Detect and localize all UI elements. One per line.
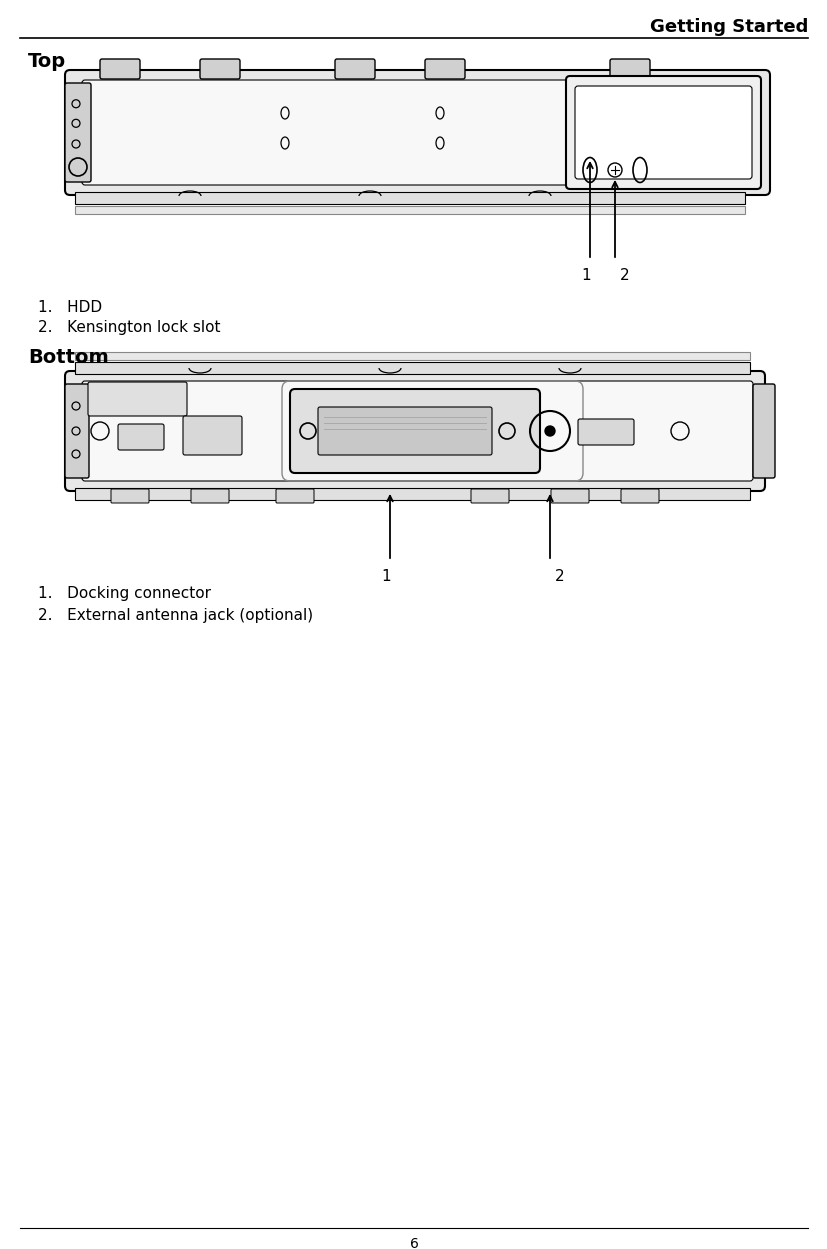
Text: 2: 2 <box>619 269 629 284</box>
Bar <box>75 362 749 373</box>
FancyBboxPatch shape <box>111 490 149 503</box>
FancyBboxPatch shape <box>550 490 588 503</box>
FancyBboxPatch shape <box>191 490 229 503</box>
Text: 1.   HDD: 1. HDD <box>38 300 102 315</box>
Text: Getting Started: Getting Started <box>649 17 807 36</box>
Text: 1.   Docking connector: 1. Docking connector <box>38 586 211 601</box>
FancyBboxPatch shape <box>65 70 769 195</box>
FancyBboxPatch shape <box>200 59 240 79</box>
FancyBboxPatch shape <box>183 416 241 455</box>
Text: 1: 1 <box>581 269 590 284</box>
FancyBboxPatch shape <box>65 82 91 182</box>
FancyBboxPatch shape <box>65 383 88 478</box>
FancyBboxPatch shape <box>82 381 752 481</box>
Bar <box>75 488 749 500</box>
FancyBboxPatch shape <box>335 59 375 79</box>
FancyBboxPatch shape <box>566 76 760 189</box>
Bar <box>75 192 744 204</box>
FancyBboxPatch shape <box>118 423 164 450</box>
FancyBboxPatch shape <box>100 59 140 79</box>
FancyBboxPatch shape <box>318 407 491 455</box>
FancyBboxPatch shape <box>424 59 465 79</box>
FancyBboxPatch shape <box>471 490 509 503</box>
FancyBboxPatch shape <box>620 490 658 503</box>
Text: 2: 2 <box>555 570 564 585</box>
FancyBboxPatch shape <box>289 388 539 473</box>
FancyBboxPatch shape <box>65 371 764 491</box>
Text: 6: 6 <box>409 1237 418 1249</box>
FancyBboxPatch shape <box>88 382 187 416</box>
FancyBboxPatch shape <box>752 383 774 478</box>
Text: Top: Top <box>28 52 66 71</box>
Text: 1: 1 <box>380 570 390 585</box>
Text: 2.   Kensington lock slot: 2. Kensington lock slot <box>38 320 220 335</box>
Circle shape <box>544 426 554 436</box>
FancyBboxPatch shape <box>609 59 649 79</box>
FancyBboxPatch shape <box>82 80 662 185</box>
FancyBboxPatch shape <box>577 418 633 445</box>
FancyBboxPatch shape <box>275 490 313 503</box>
Bar <box>75 206 744 214</box>
FancyBboxPatch shape <box>574 86 751 179</box>
Text: 2.   External antenna jack (optional): 2. External antenna jack (optional) <box>38 608 313 623</box>
Text: Bottom: Bottom <box>28 348 108 367</box>
Bar <box>75 352 749 360</box>
